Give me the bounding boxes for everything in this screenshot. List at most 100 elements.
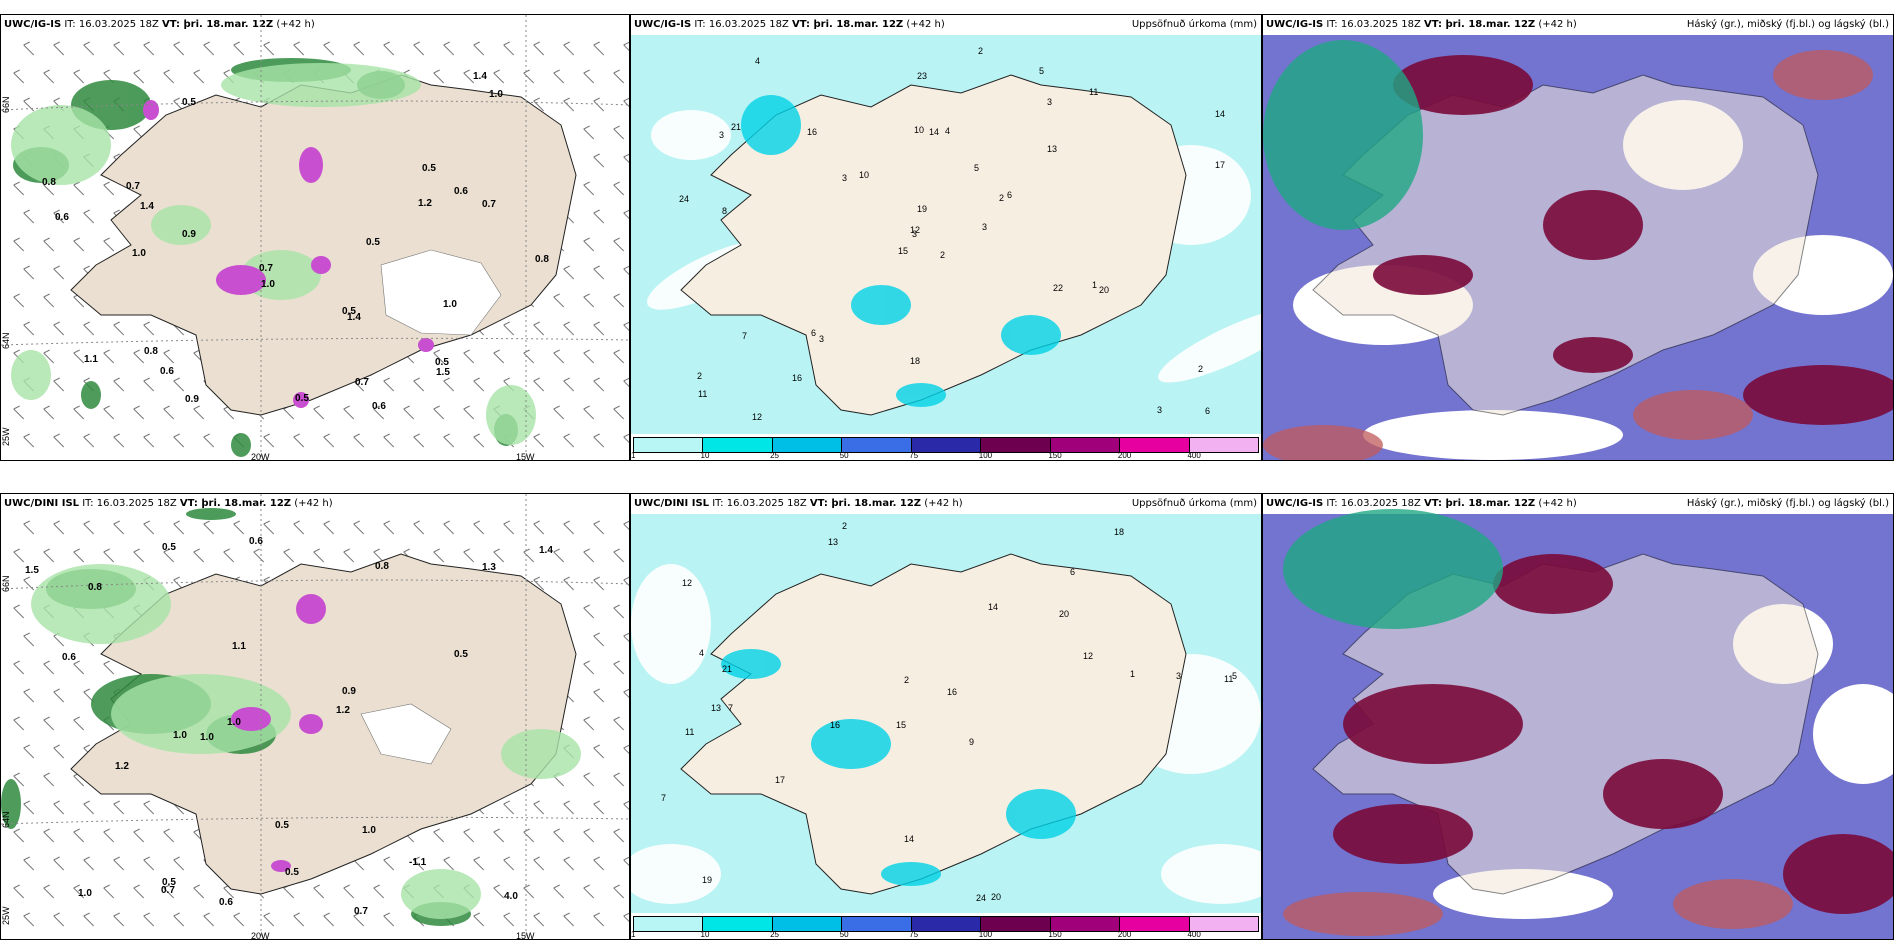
wind-barb [53, 688, 65, 703]
wind-barb [593, 265, 605, 280]
value-label: 11 [1224, 674, 1233, 684]
wind-barb [293, 912, 305, 927]
value-label: 1.0 [132, 248, 146, 259]
wind-barb [563, 520, 575, 535]
wind-barb [443, 377, 455, 392]
wind-barb [23, 856, 35, 871]
wind-barb [313, 548, 325, 563]
glacier [360, 703, 452, 765]
colorbar-cell [1120, 917, 1190, 931]
wind-barb [583, 772, 595, 787]
wind-barb [113, 520, 125, 535]
wind-barb [73, 716, 85, 731]
colorbar-cell [634, 438, 704, 452]
wind-barb [473, 856, 485, 871]
wind-barb [293, 520, 305, 535]
value-label: 0.5 [454, 649, 468, 660]
wind-barb [613, 181, 625, 196]
wind-barb [563, 41, 575, 56]
wind-barb [23, 433, 35, 448]
wind-barb [233, 41, 245, 56]
wind-barb [203, 912, 215, 927]
wind-barb [493, 828, 505, 843]
value-label: 3 [912, 229, 917, 239]
value-label: 0.5 [162, 877, 176, 888]
wind-barb [53, 209, 65, 224]
value-label: 15 [898, 246, 908, 256]
value-label: 14 [988, 602, 998, 612]
wind-barb [53, 377, 65, 392]
wind-barb [13, 237, 25, 252]
value-label: 0.9 [342, 686, 356, 697]
wind-barb [133, 69, 145, 84]
wind-barb [553, 884, 565, 899]
wind-barb [433, 828, 445, 843]
wind-barb [13, 293, 25, 308]
wind-barb [23, 744, 35, 759]
wind-barb [13, 69, 25, 84]
wind-barb [53, 321, 65, 336]
wind-barb [43, 828, 55, 843]
wind-barb [623, 520, 629, 530]
wind-barb [383, 433, 395, 448]
value-label: 0.5 [295, 393, 309, 404]
value-label: 1.0 [173, 730, 187, 741]
value-label: 3 [842, 173, 847, 183]
colorbar-tick: 75 [909, 451, 919, 460]
value-label: 0.5 [275, 820, 289, 831]
wind-barb [43, 69, 55, 84]
wind-barb [433, 69, 445, 84]
panel-clouds-dini: UWC/IG-IS IT: 16.03.2025 18Z VT: þri. 18… [1262, 493, 1894, 940]
wind-barb [533, 321, 545, 336]
wind-barb [433, 548, 445, 563]
wind-barb [613, 604, 625, 619]
wind-barb [53, 800, 65, 815]
wind-barb [623, 576, 629, 586]
wind-barb [73, 548, 85, 563]
wind-barb [253, 548, 265, 563]
panel-subtitle: Uppsöfnuð úrkoma (mm) [1131, 498, 1257, 509]
value-label: 0.7 [482, 199, 496, 210]
colorbar-cell [772, 917, 843, 931]
wind-barb [13, 884, 25, 899]
wind-barb [353, 520, 365, 535]
panel-wind-dini: UWC/DINI ISL IT: 16.03.2025 18Z VT: þri.… [0, 493, 630, 940]
wind-barb [43, 716, 55, 731]
wind-barb [113, 433, 125, 448]
wind-barb [83, 856, 95, 871]
colorbar-tick: 50 [839, 930, 849, 939]
wind-barb [173, 520, 185, 535]
value-label: 0.7 [259, 263, 273, 274]
value-label: 0.8 [88, 582, 102, 593]
wind-barb [43, 237, 55, 252]
value-label: 17 [1215, 160, 1225, 170]
wind-barb [133, 884, 145, 899]
colorbar-tick: 50 [839, 451, 849, 460]
wind-barb [13, 181, 25, 196]
iceland-land [70, 74, 577, 416]
wind-barb [613, 125, 625, 140]
panel-subtitle: Háský (gr.), miðský (fj.bl.) og lágský (… [1686, 498, 1889, 509]
wind-barb [13, 772, 25, 787]
wind-barb [533, 97, 545, 112]
wind-barb [223, 548, 235, 563]
wind-barb [43, 660, 55, 675]
colorbar-tick: 10 [700, 930, 710, 939]
value-label: 7 [661, 793, 666, 803]
wind-barb [623, 688, 629, 698]
wind-barb [583, 69, 595, 84]
value-label: 0.6 [219, 897, 233, 908]
wind-barb [503, 800, 515, 815]
colorbar-cell [634, 917, 704, 931]
wind-barb [73, 181, 85, 196]
wind-barb [563, 576, 575, 591]
value-label: 1.0 [443, 299, 457, 310]
colorbar-tick: 1 [631, 930, 636, 939]
lat-label: 66N [1, 575, 11, 592]
wind-barb [23, 41, 35, 56]
wind-barb [233, 520, 245, 535]
value-label: 13 [1047, 144, 1057, 154]
wind-barb [473, 41, 485, 56]
value-label: 0.5 [182, 97, 196, 108]
value-label: 0.9 [182, 229, 196, 240]
